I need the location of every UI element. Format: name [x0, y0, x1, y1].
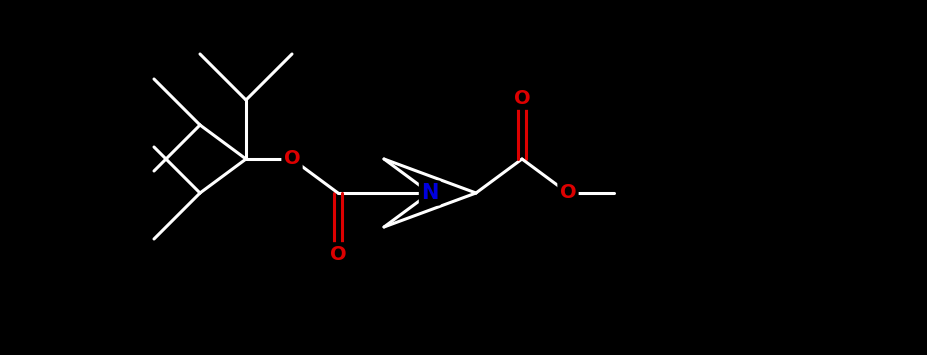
Text: N: N	[421, 183, 438, 203]
Text: O: O	[329, 245, 346, 263]
Text: O: O	[284, 149, 300, 169]
Text: O: O	[514, 88, 529, 108]
Text: O: O	[559, 184, 576, 202]
